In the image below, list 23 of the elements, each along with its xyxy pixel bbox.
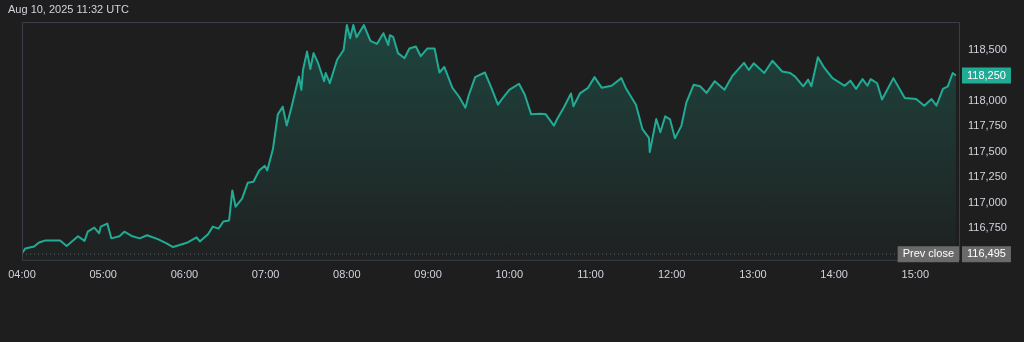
text: 116,495 [967, 247, 1006, 260]
y-tick-label: 118,500 [968, 42, 1007, 55]
x-tick-label: 11:00 [577, 268, 604, 281]
x-tick-label: 06:00 [170, 268, 199, 281]
x-tick-label: 05:00 [89, 268, 117, 281]
ref-line-label: Prev close [902, 247, 955, 260]
y-tick-label: 117,500 [968, 144, 1007, 157]
y-tick-label: 118,000 [968, 93, 1007, 106]
y-tick-label: 117,250 [968, 170, 1007, 183]
text: 118,250 [967, 68, 1006, 81]
y-tick-label: 116,750 [968, 221, 1007, 234]
x-tick-label: 04:00 [8, 268, 36, 281]
x-tick-label: 13:00 [739, 268, 767, 281]
x-tick-label: 15:00 [901, 268, 930, 281]
x-tick-label: 12:00 [657, 268, 686, 281]
x-tick-label: 09:00 [414, 268, 442, 281]
y-tick-label: 117,750 [968, 119, 1007, 132]
y-tick-label: 117,000 [968, 195, 1007, 208]
x-tick-label: 07:00 [251, 268, 280, 281]
x-tick-label: 10:00 [495, 268, 524, 281]
x-tick-label: 14:00 [820, 268, 848, 281]
chart-title: Aug 10, 2025 11:32 UTC [8, 3, 129, 15]
x-tick-label: 08:00 [333, 268, 361, 281]
